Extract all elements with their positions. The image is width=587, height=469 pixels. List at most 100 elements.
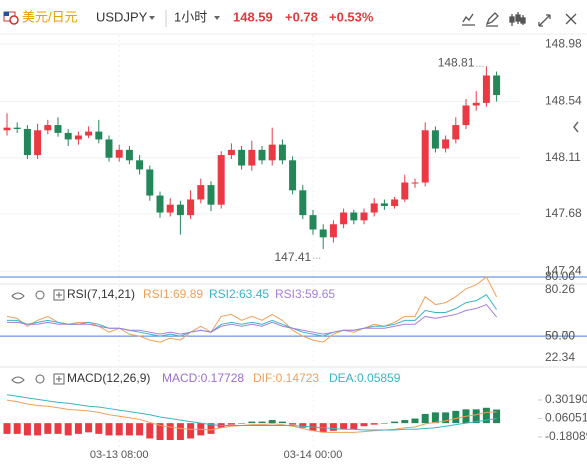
- macd-bar: [493, 409, 501, 424]
- settings-icon[interactable]: [35, 374, 45, 384]
- macd-bar: [146, 423, 154, 439]
- pair-name: 美元/日元: [22, 9, 78, 24]
- expand-icon[interactable]: [53, 373, 65, 385]
- candle-body: [268, 144, 276, 161]
- macd-bar: [85, 423, 93, 433]
- candle-body: [442, 139, 450, 149]
- close-button[interactable]: [565, 13, 577, 25]
- candle-body: [401, 182, 409, 200]
- candle-body: [360, 212, 368, 221]
- candle-body: [258, 149, 266, 161]
- macd-bar: [431, 412, 439, 424]
- candle-body: [136, 160, 144, 170]
- candle-body: [380, 203, 388, 206]
- value-label: 80.26: [545, 282, 575, 296]
- macd-bar: [370, 423, 378, 425]
- expand-icon-part: [56, 376, 62, 382]
- toolbar: [462, 12, 577, 27]
- flag-icon-part: [9, 15, 19, 25]
- legend-item: DEA:0.05859: [329, 371, 401, 385]
- macd-bar: [329, 423, 337, 431]
- macd-bar: [187, 423, 195, 439]
- expand-icon[interactable]: [53, 289, 65, 301]
- indicator-button[interactable]: [462, 13, 475, 26]
- candle-body: [146, 169, 154, 196]
- macd-bar: [207, 423, 215, 434]
- candle-body: [411, 182, 419, 184]
- macd-bar: [115, 423, 123, 436]
- macd-bar: [95, 423, 103, 434]
- y-tick-label: 80.00: [545, 269, 575, 283]
- candle-body: [34, 130, 42, 156]
- macd-bar: [248, 421, 256, 424]
- y-tick-label: -0.18089: [545, 429, 587, 443]
- visibility-icon[interactable]: [11, 376, 25, 384]
- candle-body: [278, 144, 286, 161]
- dropdown-arrow[interactable]: [149, 16, 155, 20]
- macd-bar: [23, 423, 31, 436]
- settings-icon[interactable]: [35, 290, 45, 300]
- legend-item: RSI3:59.65: [275, 287, 335, 301]
- candle-body: [166, 204, 174, 213]
- y-tick-label: 147.24: [545, 263, 582, 277]
- macd-bar: [238, 423, 246, 424]
- candle-body: [74, 135, 82, 140]
- candle-body: [452, 125, 460, 140]
- macd-header: MACD(12,26,9) MACD:0.17728 DIF:0.14723 D…: [11, 371, 401, 385]
- candle-style-icon: [509, 16, 515, 23]
- candle-body: [85, 131, 93, 136]
- legend-item: DIF:0.14723: [253, 371, 319, 385]
- candle-body: [299, 190, 307, 216]
- rsi-line: [7, 294, 498, 337]
- candle-body: [105, 139, 113, 158]
- macd-bar: [136, 423, 144, 436]
- macd-bar: [380, 423, 388, 424]
- draw-button[interactable]: [485, 12, 499, 27]
- legend-item: MACD:0.17728: [162, 371, 244, 385]
- macd-bar: [166, 423, 174, 441]
- max-annotation: 148.81: [438, 55, 475, 69]
- macd-line: [6, 399, 497, 433]
- legend-item: RSI2:63.45: [209, 287, 269, 301]
- macd-bar: [3, 423, 11, 434]
- price-change-pct: +0.53%: [329, 9, 374, 24]
- macd-bar: [472, 409, 480, 424]
- candle-body: [95, 131, 103, 140]
- macd-line: [6, 394, 497, 431]
- y-tick-label: 0.30190: [545, 392, 587, 406]
- macd-bar: [289, 423, 297, 425]
- symbol[interactable]: USDJPY: [96, 9, 148, 24]
- candle-body: [421, 130, 429, 183]
- y-tick-label: 148.98: [545, 36, 582, 50]
- value-label: 22.34: [545, 350, 575, 364]
- candle-body: [472, 102, 480, 106]
- macd-bar: [340, 423, 348, 430]
- macd-bar: [227, 423, 235, 425]
- header: 美元/日元 USDJPY 1小时 148.59 +0.78 +0.53%: [3, 9, 577, 27]
- candle-body: [493, 75, 501, 96]
- macd-bar: [411, 418, 419, 424]
- expand-button[interactable]: [538, 14, 551, 27]
- expand-icon-part: [56, 292, 62, 298]
- visibility-icon[interactable]: [11, 292, 25, 300]
- candle-body: [156, 195, 164, 213]
- macd-bar: [278, 421, 286, 424]
- scroll-arrow[interactable]: [573, 121, 579, 133]
- interval[interactable]: 1小时: [174, 9, 207, 24]
- candle-body: [197, 185, 205, 200]
- macd-bar: [401, 420, 409, 424]
- macd-title: MACD(12,26,9): [67, 371, 150, 385]
- candle-body: [3, 127, 11, 131]
- macd-bar: [156, 423, 164, 441]
- candle-style-icon: [520, 17, 526, 24]
- dropdown-arrow[interactable]: [214, 16, 220, 20]
- macd-bar: [421, 413, 429, 424]
- y-tick-label: 147.68: [545, 206, 582, 220]
- y-tick-label: 148.11: [545, 150, 581, 164]
- macd-bar: [391, 421, 399, 424]
- candle-body: [54, 125, 62, 133]
- candle-body: [309, 215, 317, 230]
- macd-bar: [44, 423, 52, 434]
- candle-body: [248, 149, 256, 166]
